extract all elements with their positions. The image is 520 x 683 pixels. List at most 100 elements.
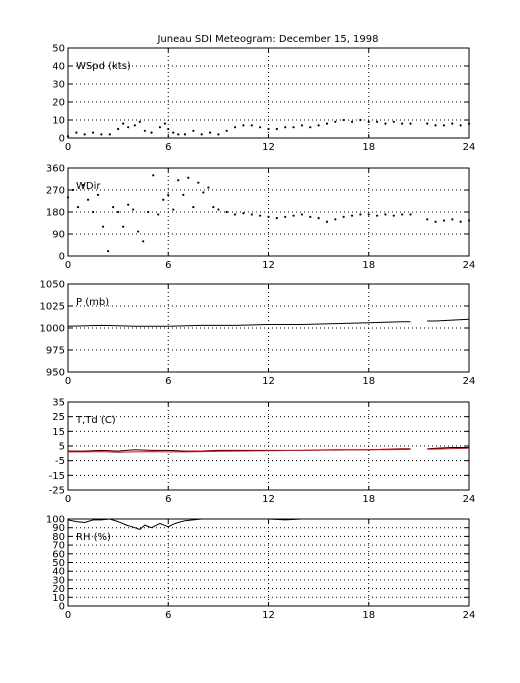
data-point xyxy=(309,215,312,218)
y-tick-label: 40 xyxy=(52,567,65,578)
y-tick-label: 975 xyxy=(46,346,65,357)
y-tick-label: -15 xyxy=(49,471,65,482)
data-point xyxy=(250,213,253,216)
data-point xyxy=(342,118,345,122)
y-tick-label: 90 xyxy=(52,523,65,534)
data-point xyxy=(217,208,220,211)
y-tick-label: 70 xyxy=(52,541,65,552)
x-tick-label: 6 xyxy=(165,260,171,271)
data-point xyxy=(182,193,185,196)
data-point xyxy=(233,213,237,216)
x-tick-label: 12 xyxy=(262,376,275,387)
x-tick-label: 6 xyxy=(165,494,171,505)
data-point xyxy=(267,215,270,218)
data-point xyxy=(376,214,379,217)
data-point xyxy=(284,215,287,218)
data-point xyxy=(426,218,429,221)
data-point xyxy=(127,203,130,206)
data-point xyxy=(91,210,95,214)
x-tick-label: 12 xyxy=(262,610,275,621)
data-point xyxy=(275,127,278,131)
data-point xyxy=(242,124,245,127)
x-tick-label: 0 xyxy=(65,494,71,505)
y-tick-label: 180 xyxy=(46,208,65,219)
data-point xyxy=(122,122,125,125)
data-point xyxy=(376,120,379,123)
data-point xyxy=(350,120,354,123)
data-point xyxy=(367,213,370,216)
data-point xyxy=(202,191,205,194)
data-point xyxy=(217,133,220,136)
data-point xyxy=(434,124,437,127)
series-line-1 xyxy=(427,447,469,450)
panel-1: 0 6 12 18 24 0 10 20 30 40 50 WSpd (kts) xyxy=(52,44,475,154)
data-point xyxy=(71,188,75,192)
y-tick-label: 5 xyxy=(59,442,65,453)
y-tick-label: 50 xyxy=(52,558,65,569)
data-point xyxy=(142,240,145,243)
x-tick-label: 24 xyxy=(463,142,476,153)
x-tick-label: 6 xyxy=(165,376,171,387)
y-tick-label: 30 xyxy=(52,575,65,586)
y-tick-label: 1000 xyxy=(40,324,65,335)
x-tick-label: 24 xyxy=(463,610,476,621)
series-line-2 xyxy=(427,447,470,450)
y-tick-label: -5 xyxy=(55,456,65,467)
data-point xyxy=(284,126,287,129)
data-point xyxy=(208,131,212,134)
y-tick-label: 80 xyxy=(52,532,65,543)
data-point xyxy=(442,219,446,222)
data-point xyxy=(138,120,141,123)
panel-label: T,Td (C) xyxy=(75,415,116,426)
data-point xyxy=(334,218,337,221)
data-point xyxy=(309,126,312,129)
x-tick-label: 24 xyxy=(463,376,476,387)
x-tick-label: 24 xyxy=(463,260,476,271)
x-tick-label: 18 xyxy=(362,494,375,505)
data-point xyxy=(250,124,253,127)
y-tick-label: 35 xyxy=(52,398,65,409)
y-tick-label: 1025 xyxy=(40,302,65,313)
data-point xyxy=(401,213,404,216)
data-point xyxy=(325,122,329,125)
series-line-1 xyxy=(67,321,411,327)
series-line-2 xyxy=(68,449,411,453)
data-point xyxy=(132,208,135,211)
x-tick-label: 18 xyxy=(362,610,375,621)
panel-label: WDir xyxy=(76,181,101,192)
y-tick-label: -25 xyxy=(49,486,65,497)
y-tick-label: 60 xyxy=(52,549,65,560)
data-point xyxy=(157,213,160,216)
data-point xyxy=(259,214,262,217)
x-tick-label: 18 xyxy=(362,142,375,153)
data-point xyxy=(225,210,228,214)
data-point xyxy=(172,131,175,134)
data-point xyxy=(451,122,454,125)
x-tick-label: 0 xyxy=(65,610,71,621)
y-tick-label: 270 xyxy=(46,186,65,197)
panel-4: 0 6 12 18 24 -25 -15 -5 5 15 25 35 T,Td (C) xyxy=(49,398,476,506)
data-point xyxy=(409,213,412,216)
data-point xyxy=(275,217,278,220)
data-point xyxy=(183,133,187,136)
data-point xyxy=(259,126,262,129)
data-point xyxy=(192,206,195,209)
data-point xyxy=(177,133,180,136)
data-point xyxy=(392,214,395,217)
data-point xyxy=(100,133,103,136)
data-point xyxy=(162,198,165,201)
data-point xyxy=(367,120,370,123)
data-point xyxy=(101,225,105,228)
data-point xyxy=(212,206,215,209)
y-tick-label: 100 xyxy=(46,515,65,526)
data-point xyxy=(152,174,155,177)
x-tick-label: 0 xyxy=(65,142,71,153)
data-point xyxy=(242,212,245,215)
data-point xyxy=(107,250,110,253)
data-point xyxy=(75,131,78,134)
y-tick-label: 25 xyxy=(52,412,65,423)
data-point xyxy=(150,131,153,134)
data-point xyxy=(200,133,203,136)
